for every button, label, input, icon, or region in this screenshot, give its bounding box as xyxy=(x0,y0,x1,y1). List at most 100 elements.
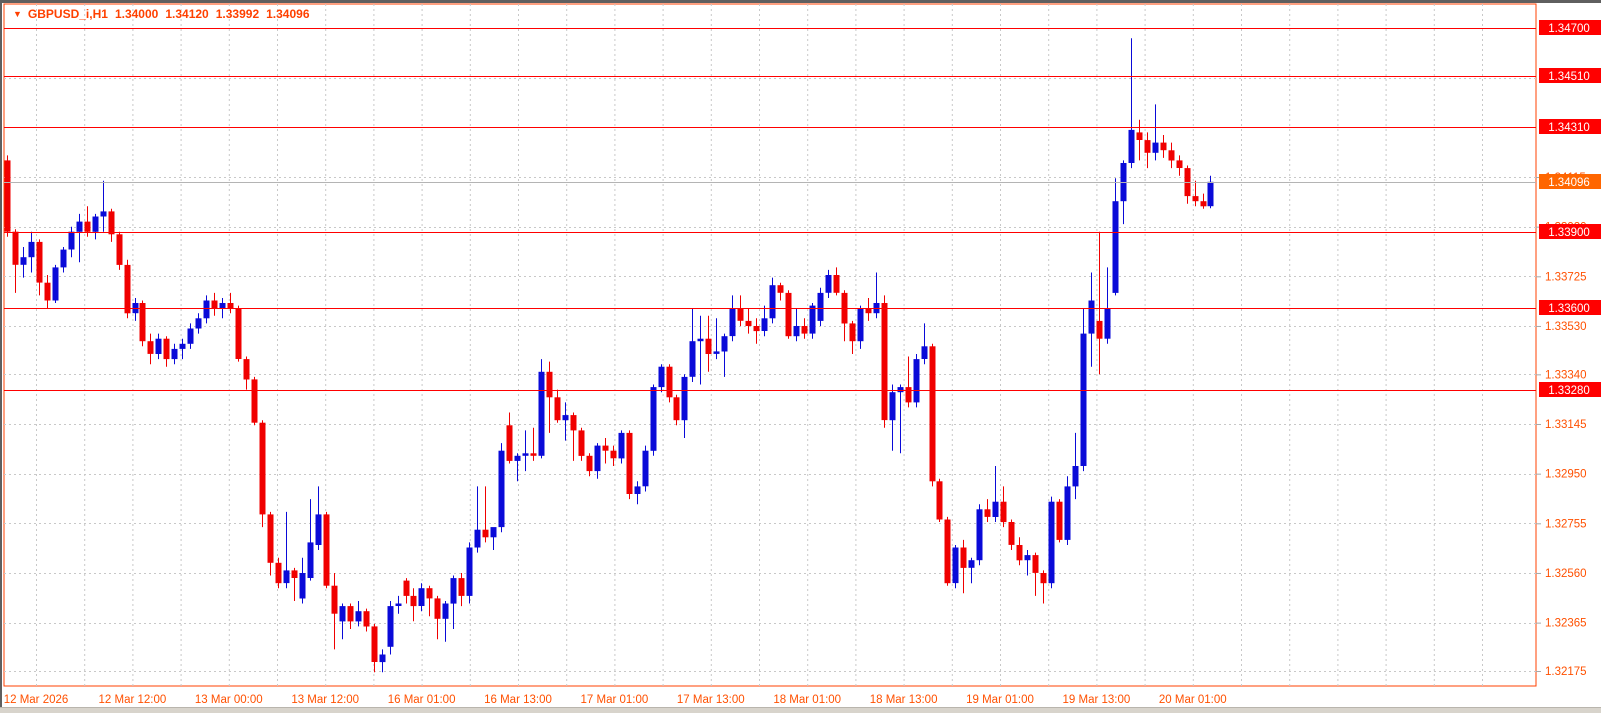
candle-body xyxy=(76,221,83,232)
candle-body xyxy=(578,430,585,456)
candle-body xyxy=(666,366,673,398)
candle-body xyxy=(44,282,51,301)
price-level-badge-label: 1.33600 xyxy=(1548,303,1590,315)
candle-body xyxy=(522,453,529,456)
candle-body xyxy=(697,338,704,342)
candle-body xyxy=(506,425,513,461)
candle-body xyxy=(139,303,146,342)
price-level-badge-label: 1.34510 xyxy=(1548,71,1590,83)
candle-body xyxy=(403,580,410,596)
candle-body xyxy=(673,397,680,421)
candle-body xyxy=(1200,201,1207,207)
plot-frame[interactable] xyxy=(3,3,1537,687)
candle-body xyxy=(793,326,800,337)
candle-body xyxy=(881,303,888,421)
candle-body xyxy=(586,455,593,472)
candle-body xyxy=(124,264,131,314)
candle-body xyxy=(538,371,545,456)
candle-body xyxy=(968,560,975,568)
time-axis[interactable]: 12 Mar 2026 12 Mar 12:00 13 Mar 00:00 13 Ma… xyxy=(4,694,1227,706)
candle-body xyxy=(331,585,338,614)
candle-body xyxy=(530,453,537,456)
candle-body xyxy=(235,308,242,359)
candle-body xyxy=(418,588,425,606)
candle-body xyxy=(729,308,736,337)
candle-body xyxy=(514,455,521,461)
candle-body xyxy=(498,450,505,528)
candle-body xyxy=(187,328,194,344)
candle-body xyxy=(689,341,696,377)
time-label: 16 Mar 01:00 xyxy=(388,694,456,706)
candle-body xyxy=(825,275,832,293)
window-border-top xyxy=(0,0,1601,3)
candle-body xyxy=(801,326,808,334)
time-label: 17 Mar 13:00 xyxy=(677,694,745,706)
price-level-badge-label: 1.34310 xyxy=(1548,122,1590,134)
time-label: 13 Mar 12:00 xyxy=(291,694,359,706)
candle-body xyxy=(171,348,178,360)
candle-body xyxy=(227,303,234,309)
candle-body xyxy=(28,241,35,258)
price-level-badge-label: 1.34700 xyxy=(1548,23,1590,35)
price-level-badge xyxy=(1539,300,1601,315)
candle-body xyxy=(243,359,250,380)
candle-body xyxy=(68,231,75,250)
candle-body xyxy=(36,241,43,283)
candle-body xyxy=(1104,308,1111,339)
candle-body xyxy=(84,221,91,232)
price-level-badge xyxy=(1539,20,1601,35)
candle-body xyxy=(179,343,186,349)
current-price-badge xyxy=(1539,174,1601,189)
candle-body xyxy=(474,529,481,548)
candle-body xyxy=(219,303,226,309)
price-axis[interactable]: 1.341151.339201.337251.335301.333401.331… xyxy=(1536,172,1587,678)
time-label: 16 Mar 13:00 xyxy=(484,694,552,706)
candle-body xyxy=(1128,129,1135,163)
candle-body xyxy=(1096,320,1103,339)
time-label: 17 Mar 01:00 xyxy=(581,694,649,706)
candle-body xyxy=(1144,140,1151,153)
high-value: 1.34120 xyxy=(165,7,209,21)
low-value: 1.33992 xyxy=(215,7,260,21)
time-label: 12 Mar 12:00 xyxy=(99,694,167,706)
candle-body xyxy=(363,611,370,627)
candle-body xyxy=(163,338,170,360)
candle-body xyxy=(100,211,107,217)
candle-body xyxy=(1008,522,1015,545)
candle-body xyxy=(634,486,641,494)
candle-body xyxy=(450,578,457,604)
candle-body xyxy=(618,432,625,459)
candle-body xyxy=(379,654,386,663)
level-lines xyxy=(4,28,1536,391)
candle-body xyxy=(251,379,258,423)
candle-body xyxy=(1000,501,1007,523)
candle-body xyxy=(267,514,274,563)
collapse-triangle-icon[interactable]: ▼ xyxy=(13,9,22,19)
candle-body xyxy=(1040,573,1047,584)
candle-body xyxy=(458,578,465,596)
candle-body xyxy=(705,338,712,354)
candle-body xyxy=(984,509,991,517)
candle-body xyxy=(849,323,856,342)
candle-body xyxy=(147,341,154,354)
price-level-badge xyxy=(1539,224,1601,239)
candle-body xyxy=(865,308,872,314)
time-label: 19 Mar 13:00 xyxy=(1063,694,1131,706)
candle-body xyxy=(1168,150,1175,161)
candle-body xyxy=(897,387,904,393)
candle-body xyxy=(490,527,497,538)
candle-body xyxy=(442,603,449,619)
candle-body xyxy=(905,387,912,403)
candle-body xyxy=(1064,486,1071,540)
chart-ohlc-title: ▼ GBPUSD_i,H1 1.34000 1.34120 1.33992 1.34096 xyxy=(13,7,310,21)
candle-body xyxy=(642,450,649,487)
price-level-badge-label: 1.33900 xyxy=(1548,227,1590,239)
candle-body xyxy=(482,529,489,538)
candle-body xyxy=(299,573,306,599)
candle-body xyxy=(395,603,402,606)
price-badges: 1.34700 1.34510 1.34310 1.33900 1.33600 1.332… xyxy=(1539,20,1601,397)
candle-body xyxy=(960,547,967,568)
candle-body xyxy=(681,376,688,421)
